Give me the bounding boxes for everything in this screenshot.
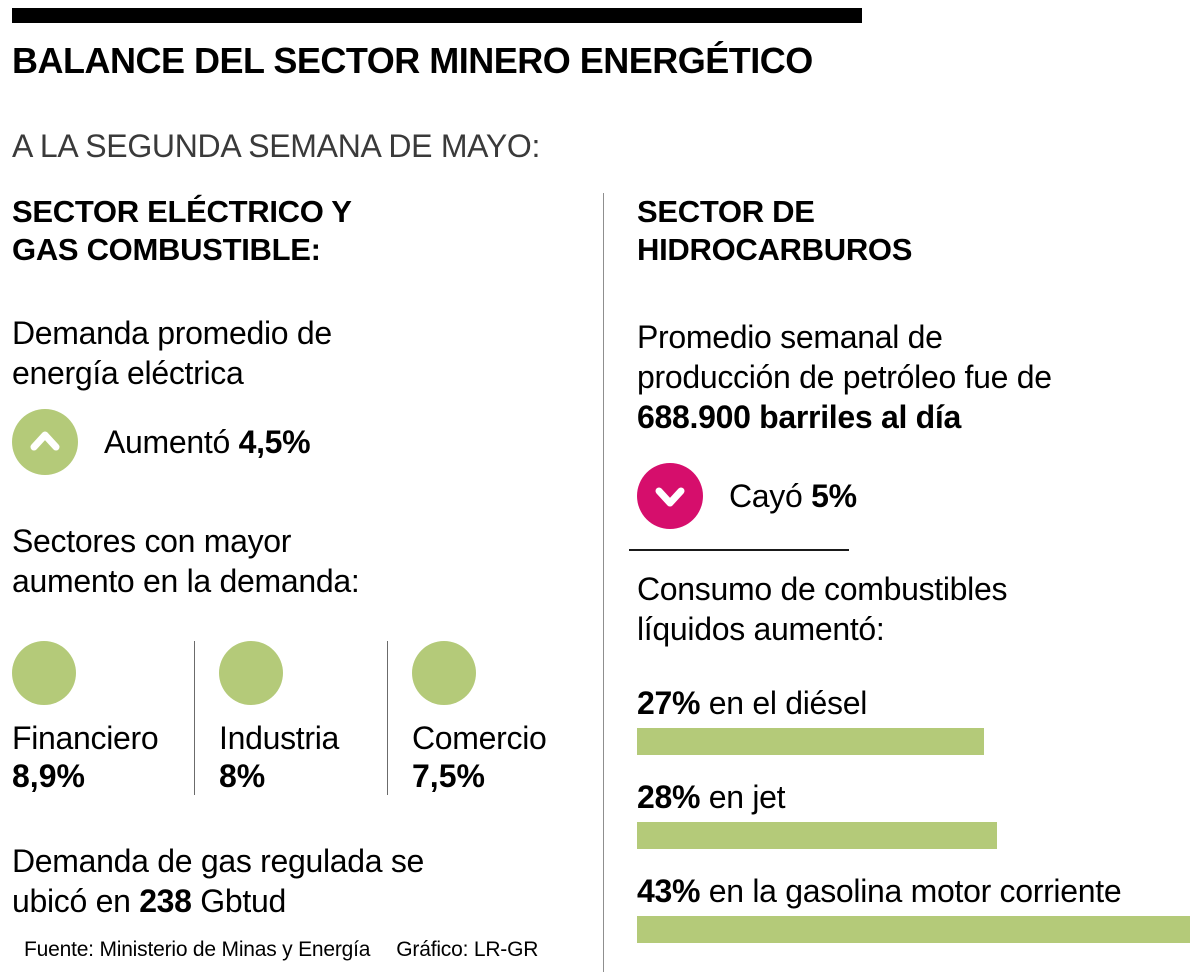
footer: Fuente: Ministerio de Minas y Energía Gr…: [24, 938, 538, 962]
oil-change-text: Cayó 5%: [729, 476, 857, 516]
page-title: BALANCE DEL SECTOR MINERO ENERGÉTICO: [12, 40, 813, 81]
two-column-layout: SECTOR ELÉCTRICO Y GAS COMBUSTIBLE: Dema…: [12, 192, 1190, 972]
sector-value: 7,5%: [412, 757, 485, 794]
green-dot-icon: [12, 640, 76, 705]
sectors-label: Sectores con mayor aumento en la demanda…: [12, 522, 360, 599]
fuel-label: 27% en el diésel: [637, 685, 1190, 721]
fuel-item-jet: 28% en jet: [637, 779, 1190, 849]
arrow-up-circle-icon: [12, 408, 78, 475]
fuel-label: 43% en la gasolina motor corriente: [637, 873, 1190, 909]
electric-demand-label: Demanda promedio de energía eléctrica: [12, 314, 332, 391]
fuel-name: en la gasolina motor corriente: [700, 872, 1122, 909]
bar-track: [637, 727, 1190, 755]
electric-sector-heading: SECTOR ELÉCTRICO Y GAS COMBUSTIBLE:: [12, 193, 352, 267]
electric-demand-change: Aumentó 4,5%: [12, 408, 590, 475]
fuel-pct: 43%: [637, 872, 701, 909]
sector-value: 8%: [219, 757, 266, 794]
electric-demand-change-text: Aumentó 4,5%: [104, 422, 311, 462]
fuels-label: Consumo de combustibles líquidos aumentó…: [637, 570, 1008, 647]
oil-highlight: 688.900 barriles al día: [637, 398, 961, 435]
graphic-credit: Gráfico: LR-GR: [396, 938, 539, 961]
gas-demand-text: Demanda de gas regulada se ubicó en 238 G…: [12, 841, 590, 921]
sector-item-industria: Industria 8%: [194, 640, 387, 795]
sector-value: 8,9%: [12, 757, 85, 794]
change-value: 4,5%: [238, 423, 311, 460]
green-dot-icon: [412, 640, 476, 705]
gas-line2-pre: ubicó en: [12, 882, 140, 919]
subtitle: A LA SEGUNDA SEMANA DE MAYO:: [12, 127, 541, 164]
fuel-label: 28% en jet: [637, 779, 1190, 815]
hydrocarbons-heading: SECTOR DE HIDROCARBUROS: [637, 193, 913, 267]
arrow-down-circle-icon: [637, 462, 703, 529]
top-rule: [12, 8, 862, 23]
sector-name: Industria: [219, 719, 340, 756]
sector-item-comercio: Comercio 7,5%: [387, 640, 559, 795]
gas-unit: Gbtud: [191, 882, 286, 919]
sector-name: Financiero: [12, 719, 159, 756]
green-dot-icon: [219, 640, 283, 705]
gas-line1: Demanda de gas regulada se: [12, 842, 425, 879]
oil-intro: Promedio semanal de producción de petról…: [637, 318, 1052, 395]
section-rule: [629, 548, 849, 551]
fuel-pct: 27%: [637, 684, 701, 721]
fuel-bar: [637, 915, 1190, 943]
change-verb: Cayó: [729, 477, 812, 514]
fuel-bar: [637, 821, 997, 849]
column-divider: [603, 192, 604, 972]
fuel-pct: 28%: [637, 778, 701, 815]
hydrocarbons-column: SECTOR DE HIDROCARBUROS Promedio semanal…: [604, 193, 1190, 972]
sector-name: Comercio: [412, 719, 547, 756]
fuel-item-gasolina: 43% en la gasolina motor corriente: [637, 873, 1190, 943]
fuel-item-diesel: 27% en el diésel: [637, 685, 1190, 755]
oil-production-change: Cayó 5%: [637, 462, 1190, 529]
fuel-name: en el diésel: [700, 684, 868, 721]
source-credit: Fuente: Ministerio de Minas y Energía: [24, 938, 371, 961]
oil-production-text: Promedio semanal de producción de petról…: [637, 317, 1190, 437]
gas-value: 238: [139, 882, 192, 919]
change-verb: Aumentó: [104, 423, 239, 460]
fuel-name: en jet: [700, 778, 786, 815]
change-value: 5%: [811, 477, 857, 514]
sector-item-financiero: Financiero 8,9%: [12, 640, 194, 795]
bar-track: [637, 915, 1190, 943]
fuel-bar: [637, 727, 985, 755]
bar-track: [637, 821, 1190, 849]
sectors-row: Financiero 8,9% Industria 8% Comercio 7,…: [12, 640, 590, 795]
electric-sector-column: SECTOR ELÉCTRICO Y GAS COMBUSTIBLE: Dema…: [12, 193, 590, 972]
